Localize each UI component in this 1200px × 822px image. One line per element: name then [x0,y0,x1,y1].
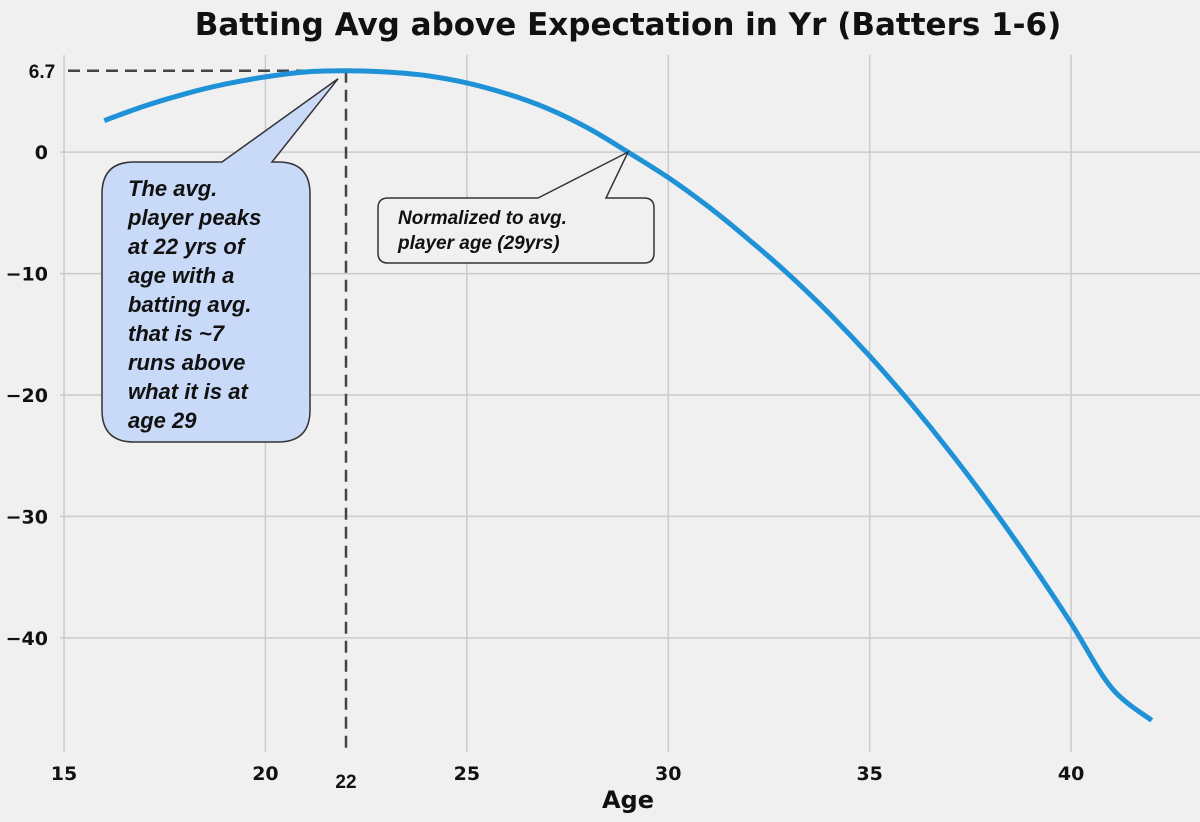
y-axis-ticks: 0 −10 −20 −30 −40 [6,142,48,650]
peak-callout-text: The avg. player peaks at 22 yrs of age with… [127,176,261,433]
peak-age-label: 22 [335,772,356,793]
x-axis-label: Age [602,786,654,814]
x-axis-ticks: 15 20 25 30 35 40 [51,763,1085,785]
x-tick-label: 35 [856,763,882,785]
peak-callout-bubble [101,78,339,443]
peak-callout-line: runs above [128,350,245,375]
peak-callout-line: batting avg. [128,292,251,317]
normalized-callout-line: Normalized to avg. [398,208,567,229]
normalized-callout-line: player age (29yrs) [397,233,560,254]
peak-callout-line: at 22 yrs of [128,234,247,259]
peak-callout-line: age with a [128,263,234,288]
peak-callout-line: that is ~7 [128,321,226,346]
y-tick-label: −20 [6,385,48,407]
y-tick-label: −10 [6,264,48,286]
y-tick-label: 0 [35,142,48,164]
normalized-callout-bubble [377,150,655,264]
series-line-0 [103,68,1154,723]
peak-callout-line: The avg. [128,176,217,201]
peak-value-label: 6.7 [29,62,55,83]
series-layer [103,68,1154,723]
x-tick-label: 20 [252,763,278,785]
x-tick-label: 25 [454,763,480,785]
y-tick-label: −40 [6,628,48,650]
x-tick-label: 15 [51,763,77,785]
chart-title: Batting Avg above Expectation in Yr (Bat… [195,7,1062,43]
peak-callout: The avg. player peaks at 22 yrs of age with… [101,78,339,443]
peak-callout-line: age 29 [128,408,197,433]
x-tick-label: 40 [1058,763,1084,785]
peak-callout-line: player peaks [127,205,261,230]
y-tick-label: −30 [6,506,48,528]
normalized-callout-text: Normalized to avg. player age (29yrs) [397,208,567,254]
peak-callout-line: what it is at [128,379,249,404]
normalized-callout: Normalized to avg. player age (29yrs) [377,150,655,264]
x-tick-label: 30 [655,763,681,785]
